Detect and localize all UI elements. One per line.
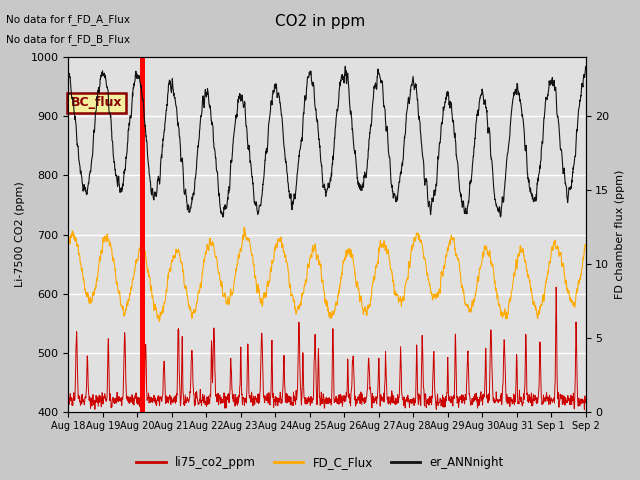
Y-axis label: Li-7500 CO2 (ppm): Li-7500 CO2 (ppm) [15, 181, 25, 288]
Y-axis label: FD chamber flux (ppm): FD chamber flux (ppm) [615, 170, 625, 299]
Text: BC_flux: BC_flux [71, 96, 122, 109]
Text: No data for f_FD_B_Flux: No data for f_FD_B_Flux [6, 34, 131, 45]
Text: CO2 in ppm: CO2 in ppm [275, 14, 365, 29]
Text: No data for f_FD_A_Flux: No data for f_FD_A_Flux [6, 14, 131, 25]
Bar [140, 58, 145, 412]
Legend: li75_co2_ppm, FD_C_Flux, er_ANNnight: li75_co2_ppm, FD_C_Flux, er_ANNnight [131, 452, 509, 474]
